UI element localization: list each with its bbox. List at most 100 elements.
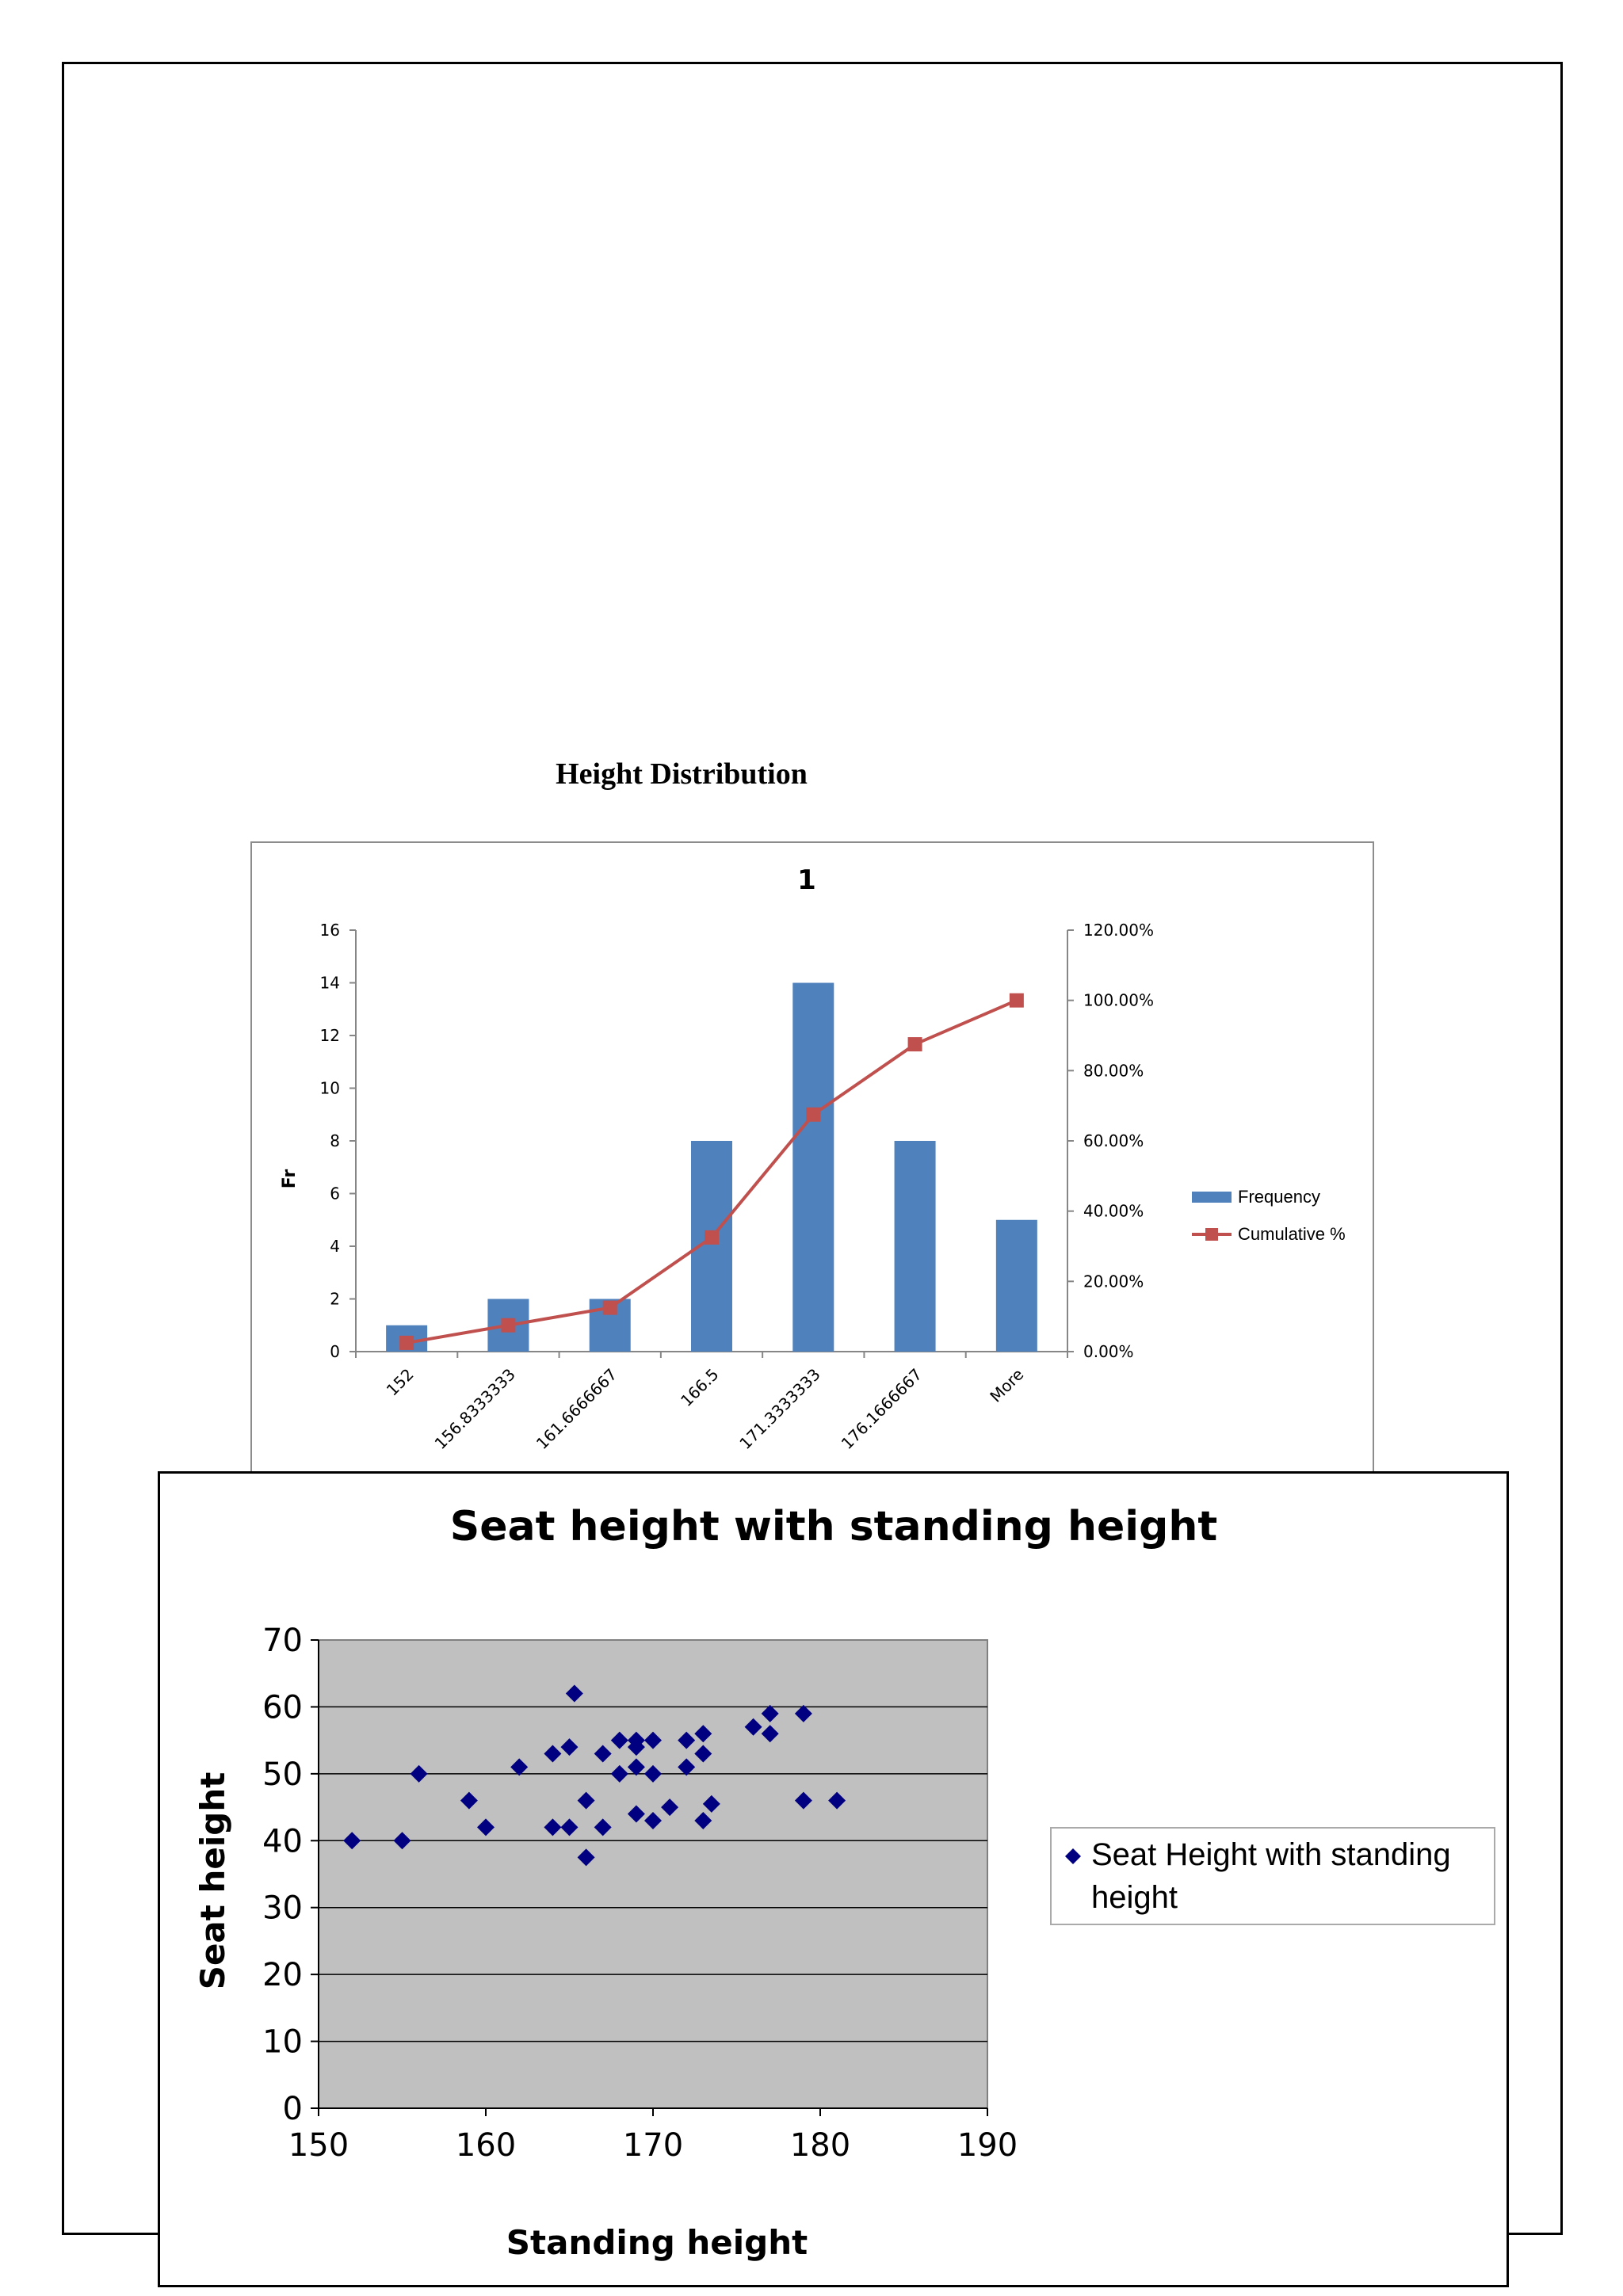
scatter-y-axis-label: Seat height — [193, 1772, 232, 1990]
scatter-y-tick-label: 70 — [262, 1623, 303, 1659]
scatter-y-tick-label: 0 — [283, 2091, 303, 2127]
legend-diamond-marker — [1065, 1848, 1081, 1864]
histogram-bar — [894, 1141, 936, 1352]
scatter-chart: Seat height with standing height 0 10 20 30… — [158, 1471, 1509, 2287]
cumulative-point — [1009, 993, 1024, 1008]
histogram-y-tick-label: 0 — [330, 1342, 340, 1361]
scatter-y-tick-label: 40 — [262, 1823, 303, 1859]
scatter-point — [761, 1704, 779, 1722]
histogram-y-tick-label: 2 — [330, 1290, 340, 1309]
scatter-point — [794, 1704, 812, 1722]
histogram-y-tick-label: 14 — [320, 974, 340, 993]
histogram-y2-tick-label: 80.00% — [1083, 1061, 1144, 1080]
scatter-point — [678, 1731, 696, 1749]
scatter-point — [744, 1718, 762, 1736]
histogram-y2-tick-label: 0.00% — [1083, 1342, 1134, 1361]
legend-cumulative-marker — [1205, 1228, 1218, 1241]
scatter-point — [393, 1832, 411, 1850]
scatter-plot-background — [318, 1639, 988, 2109]
histogram-y-tick-label: 6 — [330, 1184, 340, 1203]
scatter-y-tick-label: 60 — [262, 1689, 303, 1726]
scatter-point — [544, 1818, 562, 1836]
scatter-point — [577, 1791, 595, 1810]
histogram-x-tick-label: More — [986, 1365, 1027, 1406]
histogram-y-tick-label: 8 — [330, 1131, 340, 1150]
scatter-x-axis-label: Standing height — [506, 2223, 808, 2262]
histogram-x-tick-label: 161.6666667 — [533, 1365, 621, 1453]
histogram-chart: 1 0 2 4 6 8 10 12 14 16 0.00% 20.00% 40.00% 60.00% 80… — [250, 841, 1374, 1491]
histogram-x-tick-label: 166.5 — [677, 1365, 722, 1410]
histogram-y2-tick-label: 40.00% — [1083, 1202, 1144, 1221]
scatter-svg: Seat height with standing height 0 10 20 30… — [193, 1503, 1495, 2262]
scatter-point — [560, 1738, 579, 1756]
scatter-point — [627, 1758, 645, 1776]
histogram-y2-tick-label: 20.00% — [1083, 1272, 1144, 1291]
histogram-y2-tick-label: 100.00% — [1083, 991, 1154, 1010]
scatter-point — [694, 1811, 712, 1829]
cumulative-point — [705, 1230, 719, 1245]
cumulative-point — [907, 1037, 922, 1052]
scatter-point — [644, 1811, 662, 1829]
scatter-point — [627, 1738, 645, 1756]
histogram-y-tick-label: 4 — [330, 1237, 340, 1256]
histogram-x-tick-label: 156.8333333 — [431, 1365, 519, 1453]
scatter-point — [761, 1725, 779, 1743]
histogram-y-tick-label: 16 — [320, 921, 340, 940]
scatter-legend-line-2: height — [1091, 1880, 1178, 1915]
legend-frequency-label: Frequency — [1238, 1187, 1320, 1207]
scatter-point — [627, 1805, 645, 1823]
scatter-point — [678, 1758, 696, 1776]
scatter-point — [560, 1818, 579, 1836]
scatter-y-tick-label: 50 — [262, 1756, 303, 1793]
histogram-plot-area: 0 2 4 6 8 10 12 14 16 0.00% 20.00% 40.00% 60.00% 80.0… — [320, 921, 1154, 1453]
scatter-point — [610, 1764, 628, 1783]
scatter-legend-line-1: Seat Height with standing — [1091, 1837, 1451, 1872]
histogram-y-axis-label: Fr — [280, 1169, 300, 1189]
scatter-plot-area: 0 10 20 30 40 50 60 70 150 160 170 180 190 — [262, 1623, 1018, 2164]
scatter-x-tick-label: 160 — [456, 2127, 516, 2164]
scatter-point — [644, 1731, 662, 1749]
scatter-point — [510, 1758, 529, 1776]
scatter-y-tick-label: 20 — [262, 1957, 303, 1993]
histogram-y-tick-label: 12 — [320, 1026, 340, 1045]
scatter-legend-label: Seat Height with standing height — [1091, 1837, 1460, 1915]
scatter-point — [644, 1764, 662, 1783]
scatter-point — [477, 1818, 495, 1836]
histogram-svg: 1 0 2 4 6 8 10 12 14 16 0.00% 20.00% 40.00% 60.00% 80… — [280, 864, 1346, 1453]
histogram-bar — [995, 1219, 1037, 1352]
scatter-point — [410, 1764, 428, 1783]
cumulative-point — [501, 1318, 516, 1333]
histogram-x-tick-label: 176.1666667 — [838, 1365, 926, 1453]
scatter-point — [594, 1818, 612, 1836]
scatter-point — [694, 1745, 712, 1763]
scatter-title: Seat height with standing height — [450, 1503, 1217, 1550]
histogram-bar — [792, 982, 834, 1352]
legend-frequency-swatch — [1192, 1192, 1232, 1203]
histogram-y-tick-label: 10 — [320, 1079, 340, 1098]
scatter-legend-box — [1050, 1827, 1495, 1925]
scatter-point — [343, 1832, 361, 1850]
legend-cumulative-label: Cumulative % — [1238, 1224, 1346, 1244]
scatter-point — [544, 1745, 562, 1763]
scatter-point — [702, 1794, 720, 1813]
scatter-legend: Seat Height with standing height — [1050, 1827, 1495, 1925]
page-title: Height Distribution — [556, 757, 808, 791]
histogram-title: 1 — [797, 864, 816, 896]
histogram-x-tick-label: 171.3333333 — [735, 1365, 823, 1453]
scatter-point — [577, 1848, 595, 1867]
scatter-point — [661, 1798, 679, 1817]
scatter-x-tick-label: 180 — [790, 2127, 850, 2164]
cumulative-point — [399, 1335, 414, 1350]
scatter-point — [594, 1745, 612, 1763]
scatter-point — [610, 1731, 628, 1749]
scatter-x-tick-label: 190 — [957, 2127, 1018, 2164]
cumulative-point — [806, 1107, 821, 1122]
histogram-y2-tick-label: 60.00% — [1083, 1131, 1144, 1150]
scatter-x-tick-label: 150 — [288, 2127, 349, 2164]
scatter-x-tick-label: 170 — [623, 2127, 683, 2164]
scatter-point — [828, 1791, 846, 1810]
cumulative-point — [602, 1300, 617, 1315]
scatter-point — [694, 1725, 712, 1743]
scatter-y-tick-label: 10 — [262, 2024, 303, 2061]
histogram-legend: Frequency Cumulative % — [1192, 1187, 1346, 1244]
